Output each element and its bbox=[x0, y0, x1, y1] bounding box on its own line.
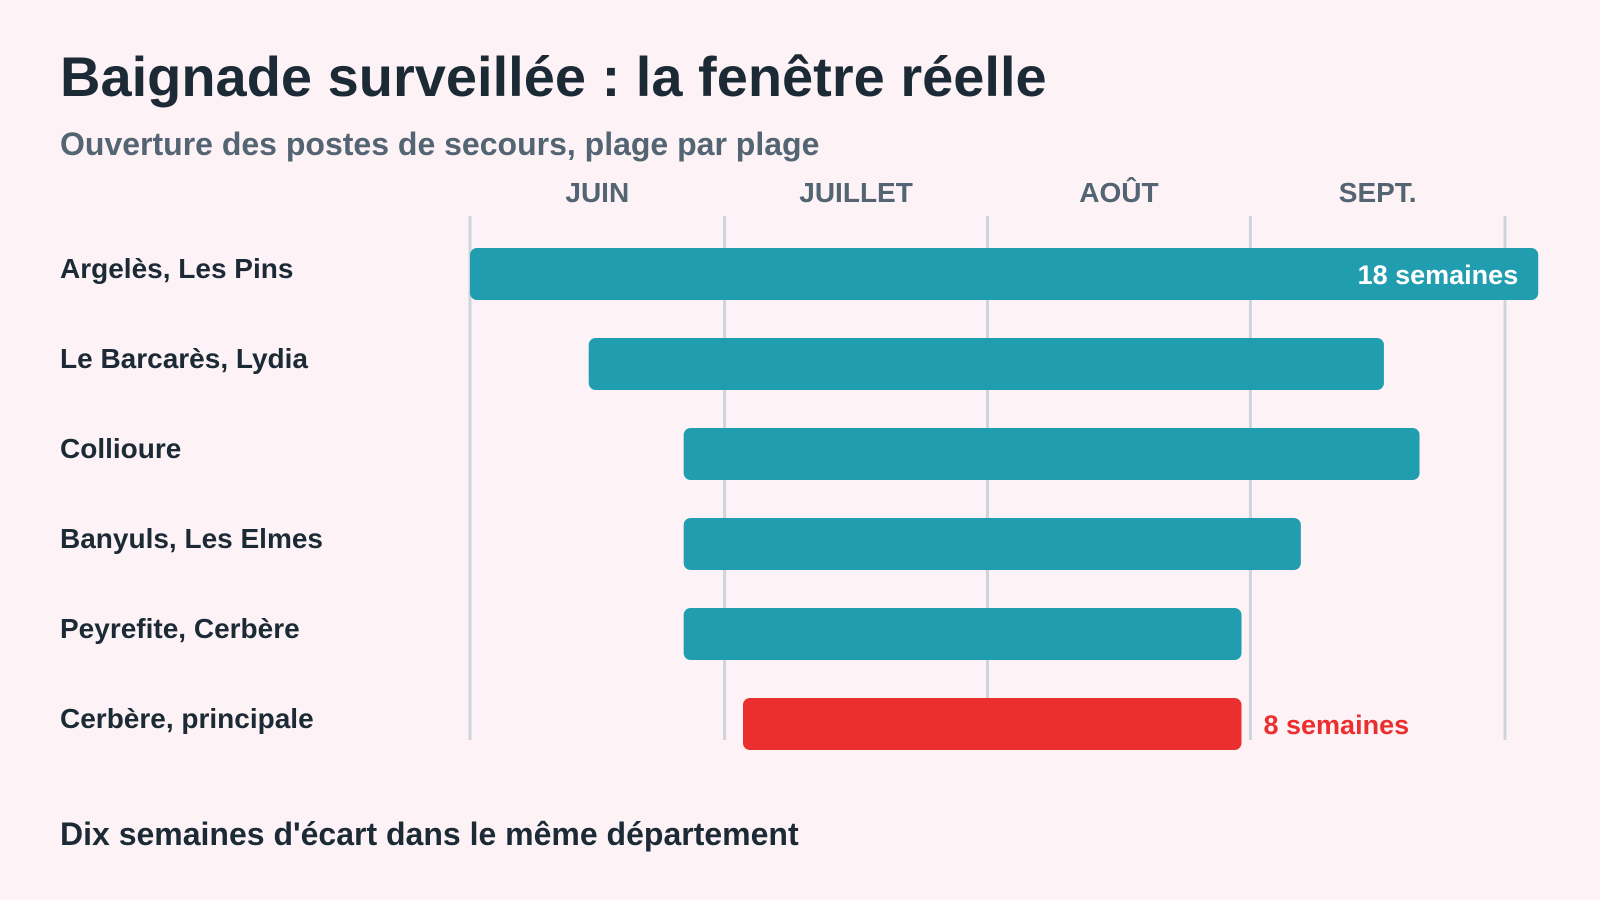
month-label-3: AOÛT bbox=[1079, 176, 1158, 208]
month-label-2: JUILLET bbox=[799, 177, 913, 208]
chart-title: Baignade surveillée : la fenêtre réelle bbox=[60, 45, 1047, 108]
month-label-4: SEPT. bbox=[1339, 177, 1417, 208]
bar-5 bbox=[683, 608, 1242, 660]
month-labels: JUIN JUILLET AOÛT SEPT. bbox=[565, 176, 1416, 208]
row-labels: Argelès, Les Pins 18 semaines Le Barcarès,… bbox=[60, 253, 1518, 740]
row-label-6: Cerbère, principale bbox=[60, 703, 314, 734]
bar-6 bbox=[742, 698, 1242, 750]
month-label-1: JUIN bbox=[565, 177, 629, 208]
chart-footer-note: Dix semaines d'écart dans le même départ… bbox=[60, 816, 799, 852]
data-label-6: 8 semaines bbox=[1264, 710, 1410, 740]
bar-layer bbox=[470, 248, 1539, 750]
bar-3 bbox=[683, 428, 1420, 480]
bar-2 bbox=[588, 338, 1384, 390]
row-label-3: Collioure bbox=[60, 433, 181, 464]
row-label-1: Argelès, Les Pins bbox=[60, 253, 293, 284]
data-label-1: 18 semaines bbox=[1358, 260, 1519, 290]
bar-4 bbox=[683, 518, 1301, 570]
row-label-4: Banyuls, Les Elmes bbox=[60, 523, 323, 554]
chart-subtitle: Ouverture des postes de secours, plage p… bbox=[60, 126, 820, 162]
bar-1 bbox=[470, 248, 1539, 300]
row-label-5: Peyrefite, Cerbère bbox=[60, 613, 300, 644]
row-label-2: Le Barcarès, Lydia bbox=[60, 343, 308, 374]
